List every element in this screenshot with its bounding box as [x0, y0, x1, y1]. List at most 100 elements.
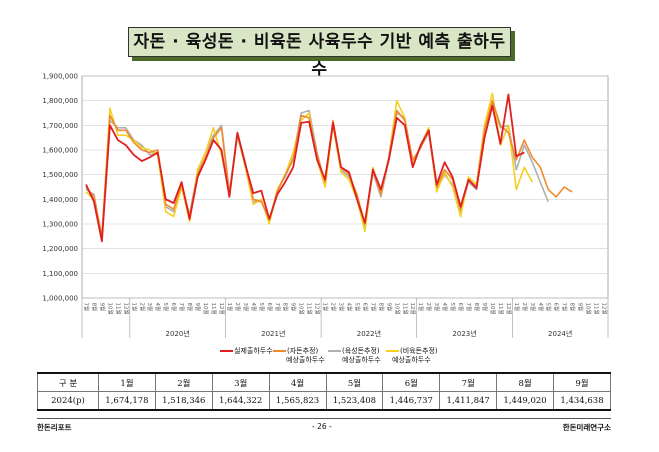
x-tick-label: 8월 [569, 303, 577, 312]
plot-area [81, 75, 609, 299]
x-tick-label: 12월 [314, 303, 322, 315]
x-tick-label: 11월 [306, 303, 314, 315]
series-line-3 [85, 92, 534, 238]
x-tick-label: 7월 [465, 303, 473, 312]
x-tick-label: 1월 [322, 303, 330, 312]
footer-divider [37, 418, 611, 419]
x-tick-label: 4월 [441, 303, 449, 312]
x-tick-label: 7월 [561, 303, 569, 312]
x-tick-label: 10월 [106, 303, 114, 315]
table-cell: 1,644,322 [211, 391, 270, 411]
legend-label-piglet: (자돈추정) [287, 347, 319, 355]
legend-label-actual: 실제출하두수 [234, 347, 273, 355]
x-tick-label: 3월 [433, 303, 441, 312]
x-tick-label: 1월 [130, 303, 138, 312]
table-cell: 1,446,737 [382, 391, 441, 411]
x-tick-label: 2월 [330, 303, 338, 312]
x-tick-label: 4월 [250, 303, 258, 312]
y-tick-label: 1,700,000 [42, 122, 78, 130]
legend-sub-grower: 예상출하두수 [342, 356, 381, 364]
x-tick-label: 8월 [186, 303, 194, 312]
x-tick-label: 11월 [210, 303, 218, 315]
x-tick-label: 12월 [409, 303, 417, 315]
y-tick-label: 1,900,000 [42, 73, 78, 81]
legend-item-actual: 실제출하두수 [220, 346, 273, 356]
legend-item-piglet: (자돈추정) [273, 346, 318, 356]
table-cell: 1,565,823 [268, 391, 327, 411]
x-tick-label: 6월 [170, 303, 178, 312]
x-tick-label: 6월 [266, 303, 274, 312]
x-tick-label: 2월 [138, 303, 146, 312]
x-tick-label: 2월 [425, 303, 433, 312]
x-tick-label: 9월 [481, 303, 489, 312]
x-tick-label: 12월 [601, 303, 609, 315]
year-label: 2022년 [357, 329, 381, 338]
x-tick-label: 1월 [226, 303, 234, 312]
y-tick-label: 1,300,000 [42, 221, 78, 229]
x-tick-label: 8월 [473, 303, 481, 312]
x-tick-label: 1월 [513, 303, 521, 312]
chart-title: 자돈 · 육성돈 · 비육돈 사육두수 기반 예측 출하두수 [133, 32, 506, 80]
x-tick-label: 10월 [298, 303, 306, 315]
legend-sub-piglet: 예상출하두수 [286, 356, 325, 364]
table-cell: 1,411,847 [439, 391, 498, 411]
x-tick-label: 3월 [146, 303, 154, 312]
table-cell: 1,674,178 [98, 391, 156, 411]
legend-swatch-piglet [273, 350, 286, 352]
x-tick-label: 9월 [290, 303, 298, 312]
legend-item-grower: (육성돈추정) [328, 346, 380, 356]
x-tick-label: 6월 [553, 303, 561, 312]
page-number: - 26 - [312, 422, 332, 431]
x-tick-label: 7월 [274, 303, 282, 312]
legend-item-finisher: (비육돈추정) [386, 346, 438, 356]
legend-sub-finisher: 예상출하두수 [392, 356, 431, 364]
table-col-header: 1월 [98, 372, 156, 392]
x-tick-label: 3월 [242, 303, 250, 312]
x-tick-label: 3월 [338, 303, 346, 312]
x-tick-label: 9월 [194, 303, 202, 312]
legend-swatch-grower [328, 350, 341, 352]
legend-label-grower: (육성돈추정) [342, 347, 380, 355]
y-tick-label: 1,000,000 [42, 295, 78, 303]
x-tick-label: 5월 [258, 303, 266, 312]
x-tick-label: 10월 [489, 303, 497, 315]
table-col-header: 7월 [439, 372, 498, 392]
table-row: 2024(p) 1,674,178 1,518,346 1,644,322 1,… [37, 391, 611, 411]
x-tick-label: 4월 [154, 303, 162, 312]
table-cell: 1,523,408 [325, 391, 384, 411]
x-tick-label: 3월 [529, 303, 537, 312]
x-tick-label: 7월 [178, 303, 186, 312]
x-tick-label: 10월 [393, 303, 401, 315]
table-col-header: 9월 [553, 372, 611, 392]
table-header-row: 구 분 1월 2월 3월 4월 5월 6월 7월 8월 9월 [37, 372, 611, 392]
x-tick-label: 11월 [593, 303, 601, 315]
table-row-header: 구 분 [37, 372, 99, 392]
table-cell: 1,434,638 [553, 391, 611, 411]
table-col-header: 2월 [154, 372, 213, 392]
x-tick-label: 9월 [577, 303, 585, 312]
table-col-header: 5월 [325, 372, 384, 392]
x-tick-label: 2월 [521, 303, 529, 312]
x-tick-label: 8월 [282, 303, 290, 312]
table-col-header: 6월 [382, 372, 441, 392]
x-tick-label: 4월 [345, 303, 353, 312]
x-tick-label: 9월 [98, 303, 106, 312]
y-tick-label: 1,400,000 [42, 196, 78, 204]
x-tick-label: 9월 [385, 303, 393, 312]
table-row-label: 2024(p) [37, 391, 99, 411]
x-tick-label: 5월 [162, 303, 170, 312]
table-col-header: 4월 [268, 372, 327, 392]
x-tick-label: 12월 [505, 303, 513, 315]
series-line-0 [85, 93, 525, 243]
table-cell: 1,449,020 [496, 391, 554, 411]
x-tick-label: 4월 [537, 303, 545, 312]
x-tick-label: 6월 [457, 303, 465, 312]
legend-label-finisher: (비육돈추정) [400, 347, 438, 355]
y-tick-label: 1,600,000 [42, 147, 78, 155]
x-tick-label: 8월 [377, 303, 385, 312]
x-tick-label: 8월 [90, 303, 98, 312]
legend-swatch-finisher [386, 350, 399, 352]
y-tick-label: 1,200,000 [42, 245, 78, 253]
x-tick-label: 7월 [82, 303, 90, 312]
